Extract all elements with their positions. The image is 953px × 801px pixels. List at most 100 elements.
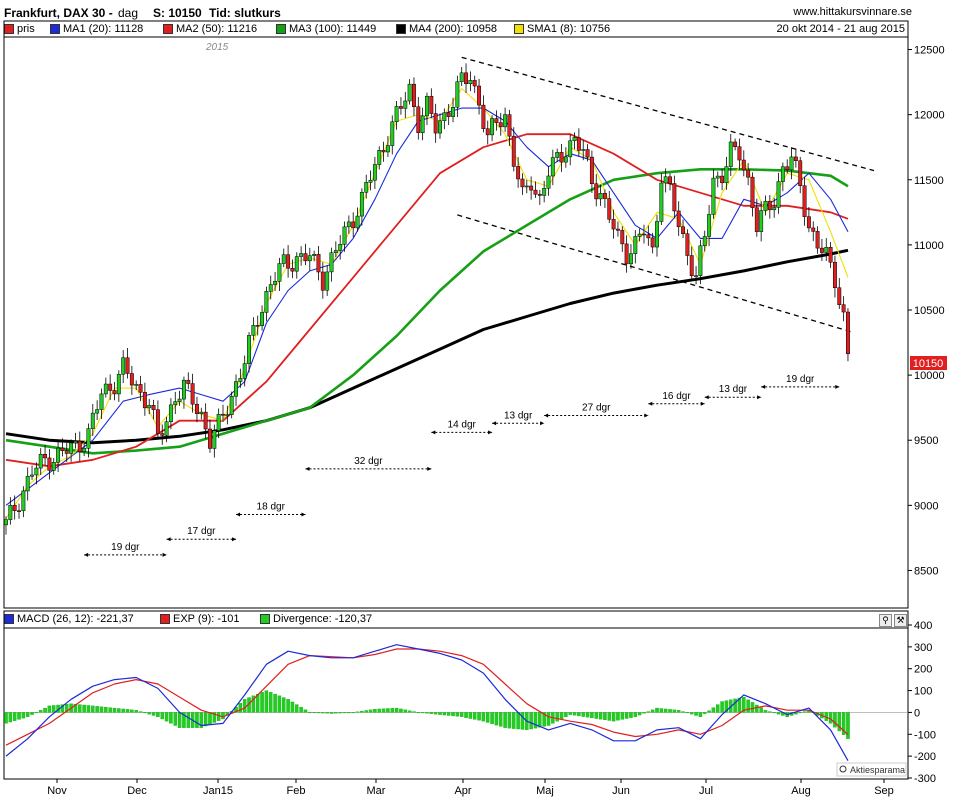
price-tick-label: 8500 [914, 565, 938, 577]
cycle-label: 17 dgr [187, 526, 216, 537]
divergence-bar [438, 712, 442, 715]
cycle-label: 13 dgr [504, 410, 533, 421]
exp-legend-item: EXP (9): -101 [160, 613, 239, 625]
candle-body [533, 189, 538, 195]
year-label: 2015 [205, 42, 229, 53]
divergence-bar [78, 704, 82, 713]
candle-body [542, 188, 547, 196]
candle-body [546, 175, 551, 189]
candle-body [715, 175, 720, 179]
divergence-bar [182, 712, 186, 728]
divergence-bar [295, 704, 299, 713]
candle-body [138, 384, 143, 393]
legend-swatch [163, 24, 173, 34]
cycle-arrow-right [427, 466, 432, 471]
divergence-bar [238, 703, 243, 713]
divergence-bar [594, 712, 598, 719]
candle-body [303, 253, 308, 262]
divergence-bar [108, 707, 112, 713]
candle-body [681, 226, 685, 235]
legend-item-ma1: MA1 (20): 11128 [50, 23, 143, 35]
cycle-label: 19 dgr [111, 542, 140, 553]
candle-body [164, 421, 169, 436]
candle-body [294, 256, 299, 272]
divergence-bar [368, 709, 373, 713]
divergence-bar [21, 712, 26, 719]
divergence-bar [117, 708, 121, 713]
candle-body [43, 453, 48, 459]
macd-tick-label: -300 [914, 773, 936, 785]
divergence-bar [433, 712, 438, 715]
legend-swatch [160, 614, 170, 624]
time-tick-label: Maj [536, 785, 554, 797]
macd-tick-label: -200 [914, 751, 936, 763]
candle-body [668, 176, 672, 184]
candle-body [559, 152, 564, 163]
divergence-bar [173, 712, 178, 726]
candle-body [34, 467, 39, 476]
cycle-arrow-right [757, 395, 762, 400]
candle-body [728, 141, 733, 167]
candle-body [286, 254, 291, 269]
candle-body [672, 183, 677, 212]
divergence-bar [429, 712, 434, 714]
divergence-bar [742, 696, 746, 713]
cycle-label: 18 dgr [257, 501, 286, 512]
divergence-bar [577, 712, 581, 717]
divergence-bar [685, 712, 690, 714]
candle-body [819, 247, 824, 253]
time-tick-label: Mar [367, 785, 386, 797]
divergence-bar [425, 712, 429, 714]
candle-body [281, 254, 286, 264]
divergence-bar [590, 712, 594, 719]
cycle-arrow-right [301, 512, 306, 517]
divergence-bar [472, 712, 477, 720]
divergence-bar [407, 710, 412, 713]
candle-body [589, 156, 594, 184]
divergence-bar [485, 712, 490, 723]
candle-body [134, 384, 139, 386]
legend-label: EXP (9): -101 [173, 613, 240, 625]
divergence-bar [516, 712, 520, 730]
candle-body [351, 221, 356, 229]
divergence-bar [151, 712, 156, 716]
candle-body [477, 85, 482, 106]
candle-body [793, 156, 798, 161]
divergence-bar [559, 712, 564, 720]
candle-body [776, 181, 781, 208]
candle-body [724, 166, 729, 184]
divergence-bar [446, 712, 451, 716]
legend-label: pris [17, 23, 35, 35]
magnifier-icon[interactable]: ⚲ [879, 614, 892, 627]
legend-bar: pris MA1 (20): 11128 MA2 (50): 11216 MA3… [4, 21, 907, 37]
wrench-icon[interactable]: ⚒ [894, 614, 907, 627]
cycle-label: 32 dgr [354, 456, 383, 467]
divergence-bar [568, 712, 572, 715]
cycle-label: 16 dgr [662, 391, 691, 402]
candle-body [459, 72, 464, 82]
candle-body [694, 275, 699, 277]
candle-body [555, 152, 560, 158]
price-tick-label: 11500 [914, 175, 944, 187]
divergence-bar [828, 712, 833, 724]
divergence-bar [768, 711, 772, 713]
divergence-bar [203, 712, 208, 727]
macd-panel-border [3, 610, 909, 780]
candle-body [442, 112, 447, 122]
candle-body [481, 104, 486, 129]
cycle-arrow-right [232, 537, 237, 542]
divergence-bar [598, 712, 603, 720]
candle-body [238, 378, 243, 382]
candle-body [472, 80, 477, 87]
candle-body [464, 72, 468, 85]
divergence-bar [65, 703, 69, 713]
candle-body [572, 137, 577, 142]
candle-body [737, 146, 742, 161]
divergence-bar [763, 710, 768, 713]
divergence-bar [724, 700, 729, 713]
ma200-line [5, 248, 849, 445]
divergence-bar [737, 697, 742, 713]
macd-line [5, 644, 849, 761]
macd-axis: 400 300 200 100 0 -100 -200 -300 [908, 620, 936, 785]
cycle-arrow-left [236, 512, 241, 517]
